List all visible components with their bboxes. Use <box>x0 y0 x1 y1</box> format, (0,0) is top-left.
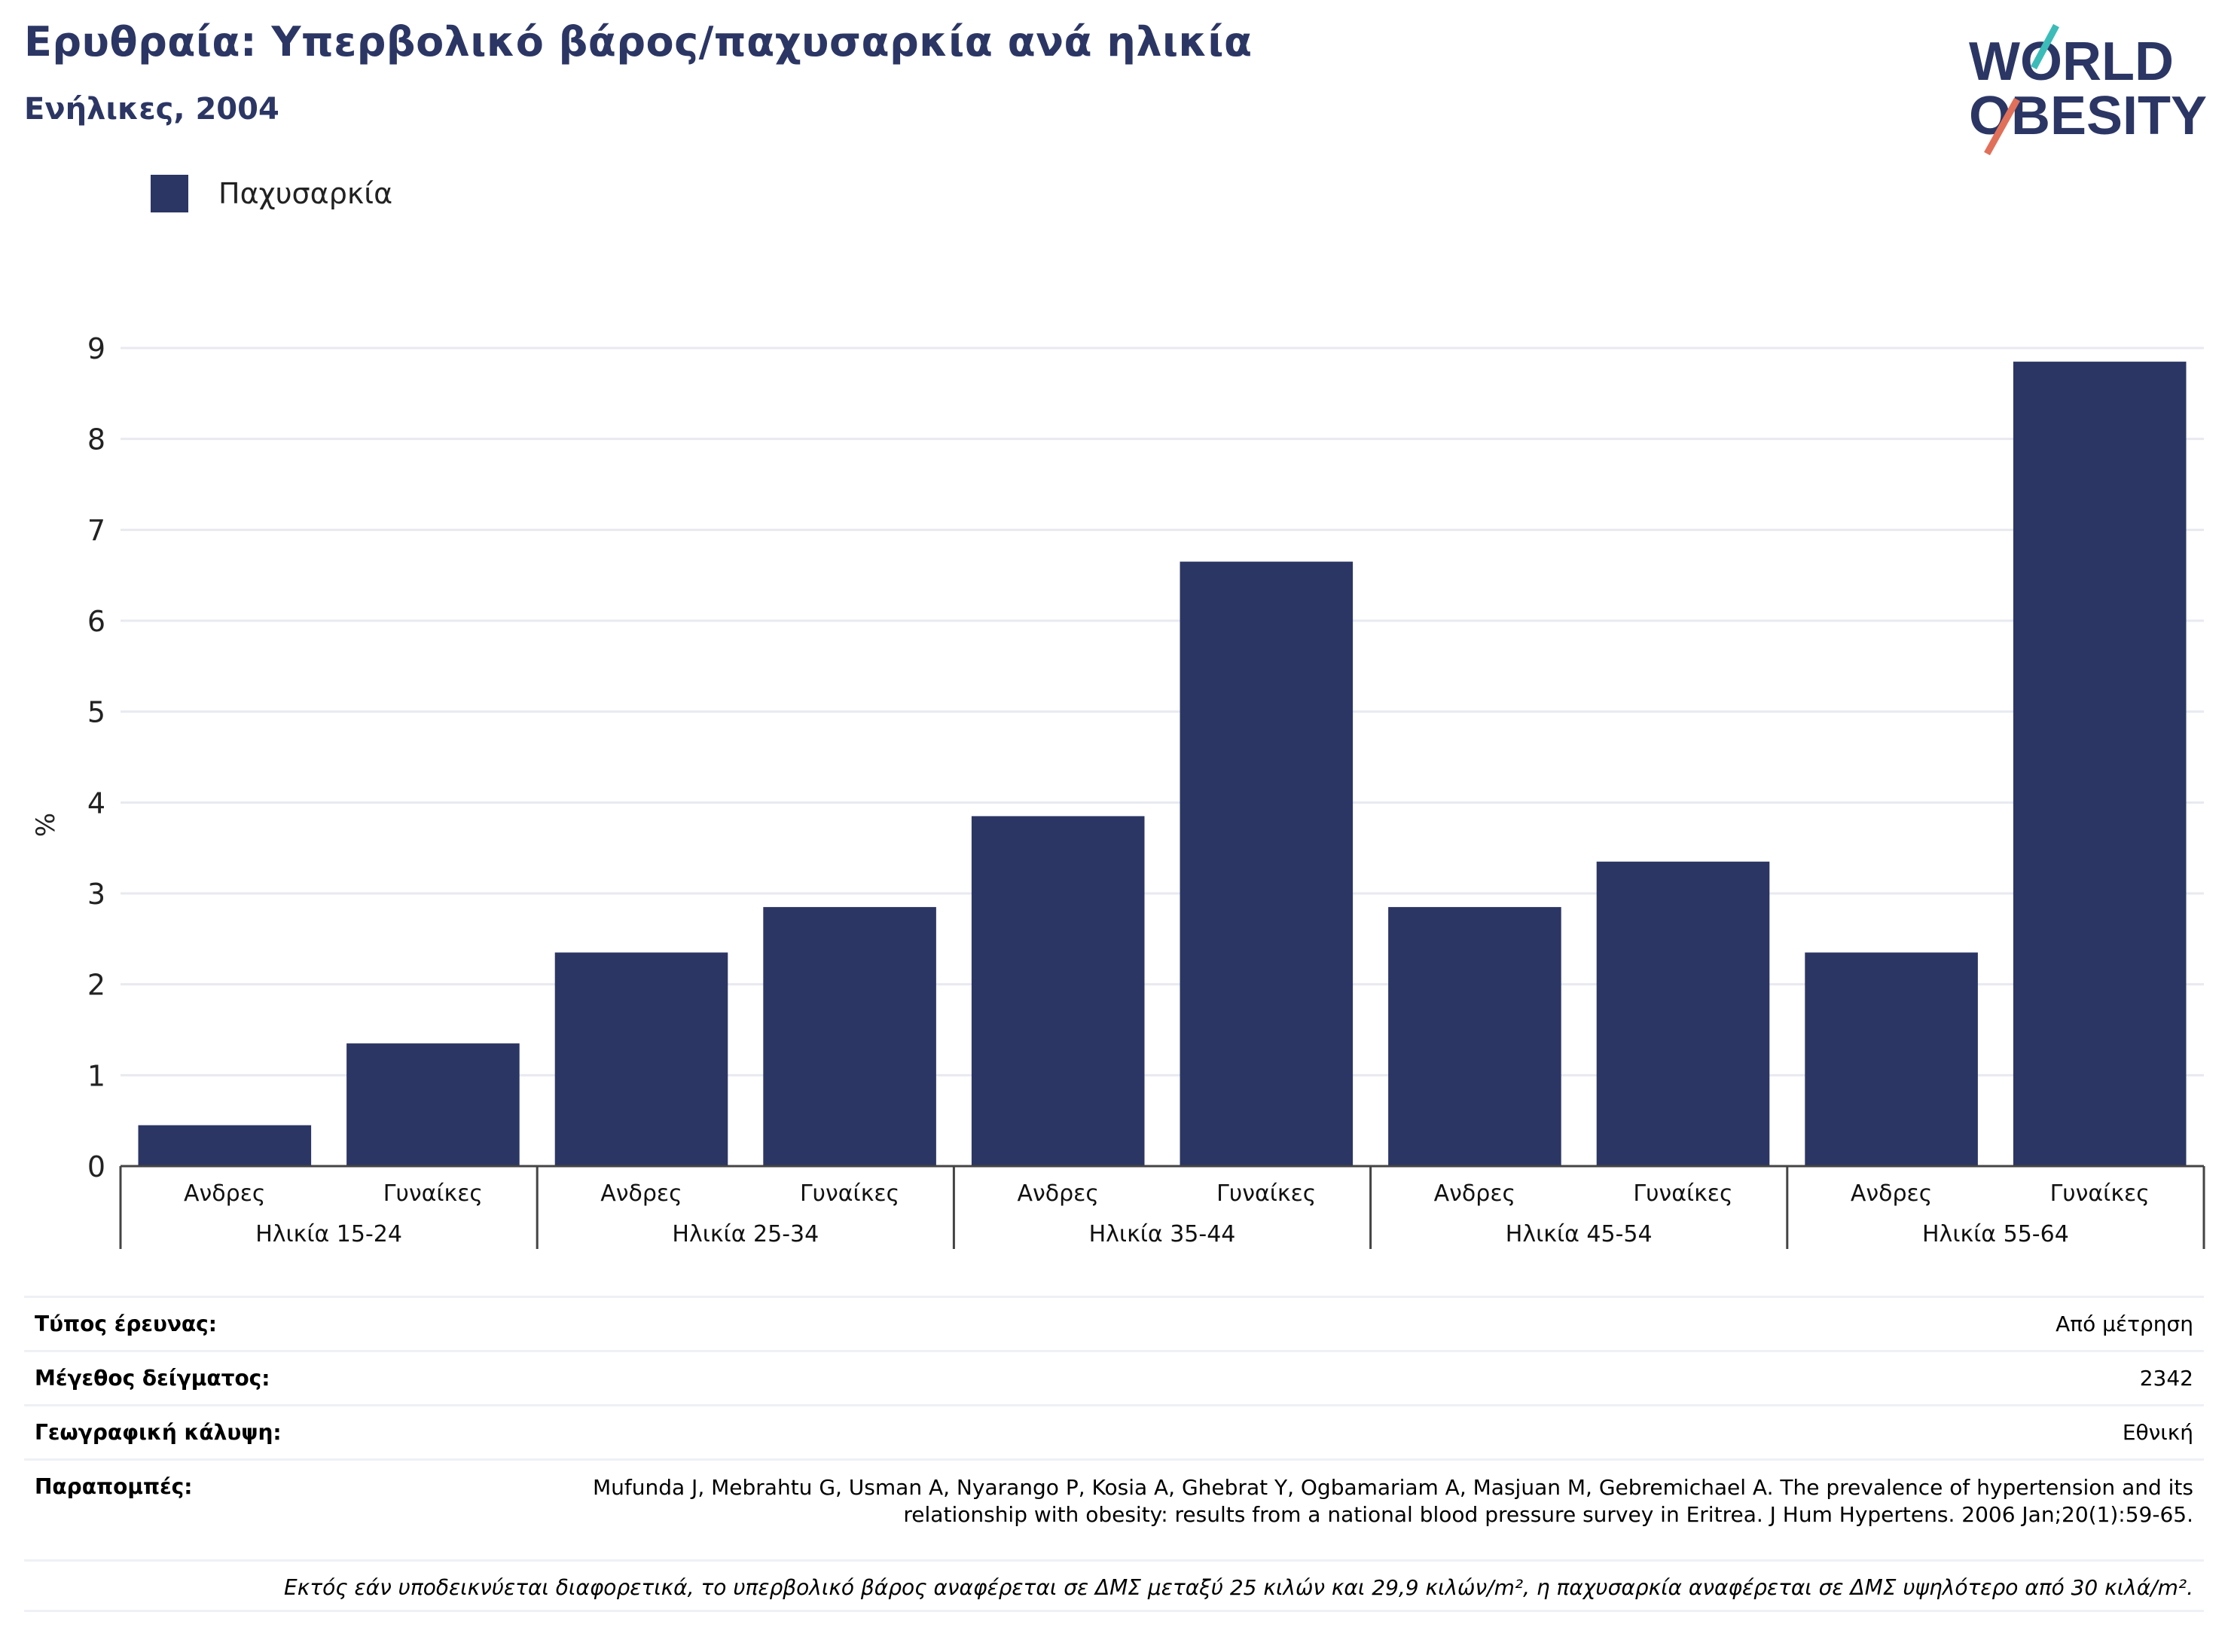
logo-slash-teal <box>2031 23 2059 70</box>
x-category-label: Ανδρες <box>1434 1180 1516 1207</box>
x-category-label: Γυναίκες <box>383 1180 483 1207</box>
x-group-label: Ηλικία 25-34 <box>672 1221 819 1247</box>
x-category-label: Γυναίκες <box>1633 1180 1732 1207</box>
y-tick-label: 4 <box>87 786 105 820</box>
legend-label: Παχυσαρκία <box>218 177 393 210</box>
references-text: Mufunda J, Mebrahtu G, Usman A, Nyarango… <box>592 1475 2193 1527</box>
y-tick-label: 6 <box>87 605 105 638</box>
bar <box>138 1125 312 1166</box>
y-axis-label: % <box>31 813 61 837</box>
legend-swatch <box>151 175 188 212</box>
info-value: 2342 <box>2139 1366 2193 1391</box>
logo-line1: WORLD <box>1969 32 2174 92</box>
bar <box>1180 561 1354 1166</box>
bar <box>346 1043 520 1166</box>
x-group-label: Ηλικία 35-44 <box>1089 1221 1236 1247</box>
bar <box>1596 861 1770 1166</box>
y-tick-label: 7 <box>87 514 105 547</box>
definition-note: Εκτός εάν υποδεικνύεται διαφορετικά, το … <box>24 1559 2204 1612</box>
info-key: Μέγεθος δείγματος: <box>35 1366 270 1391</box>
x-category-label: Γυναίκες <box>800 1180 899 1207</box>
info-row-survey-type: Τύπος έρευνας: Από μέτρηση <box>24 1296 2204 1350</box>
y-tick-label: 8 <box>87 423 105 457</box>
info-row-sample-size: Μέγεθος δείγματος: 2342 <box>24 1350 2204 1404</box>
info-value: Από μέτρηση <box>2056 1312 2193 1336</box>
y-tick-label: 5 <box>87 696 105 729</box>
x-group-label: Ηλικία 55-64 <box>1922 1221 2069 1247</box>
bar <box>1388 907 1561 1166</box>
x-category-label: Ανδρες <box>1851 1180 1933 1207</box>
y-tick-label: 0 <box>87 1150 105 1183</box>
info-key: Γεωγραφική κάλυψη: <box>35 1420 282 1445</box>
references-label: Παραπομπές: <box>35 1474 193 1499</box>
x-group-label: Ηλικία 45-54 <box>1506 1221 1653 1247</box>
bar <box>1805 952 1978 1166</box>
x-category-label: Γυναίκες <box>2050 1180 2150 1207</box>
logo-slash-coral <box>1984 97 2020 156</box>
x-category-label: Ανδρες <box>184 1180 266 1207</box>
y-tick-label: 1 <box>87 1059 105 1092</box>
bar <box>763 907 936 1166</box>
y-tick-label: 2 <box>87 969 105 1002</box>
y-tick-label: 9 <box>87 332 105 365</box>
info-table: Τύπος έρευνας: Από μέτρηση Μέγεθος δείγμ… <box>24 1296 2204 1612</box>
info-value: Εθνική <box>2122 1420 2193 1445</box>
x-category-label: Γυναίκες <box>1216 1180 1316 1207</box>
bar <box>971 816 1145 1166</box>
chart-subtitle: Ενήλικες, 2004 <box>24 92 279 127</box>
chart-title: Ερυθραία: Υπερβολικό βάρος/παχυσαρκία αν… <box>24 18 1253 66</box>
world-obesity-logo: WORLD OBESITY <box>1969 23 2207 156</box>
info-key: Τύπος έρευνας: <box>35 1312 217 1336</box>
bar-chart: 0 1 2 3 4 5 6 7 8 9% Ανδρες Γυναίκες Ανδρες Γυναίκες Α… <box>31 332 2205 1249</box>
y-tick-label: 3 <box>87 878 105 911</box>
info-row-coverage: Γεωγραφική κάλυψη: Εθνική <box>24 1404 2204 1458</box>
legend: Παχυσαρκία <box>151 175 392 212</box>
bar <box>2013 362 2187 1167</box>
x-category-label: Ανδρες <box>1017 1180 1099 1207</box>
info-row-references: Παραπομπές: Mufunda J, Mebrahtu G, Usman… <box>24 1458 2204 1559</box>
x-category-label: Ανδρες <box>600 1180 682 1207</box>
bar <box>554 952 728 1166</box>
x-group-label: Ηλικία 15-24 <box>255 1221 402 1247</box>
